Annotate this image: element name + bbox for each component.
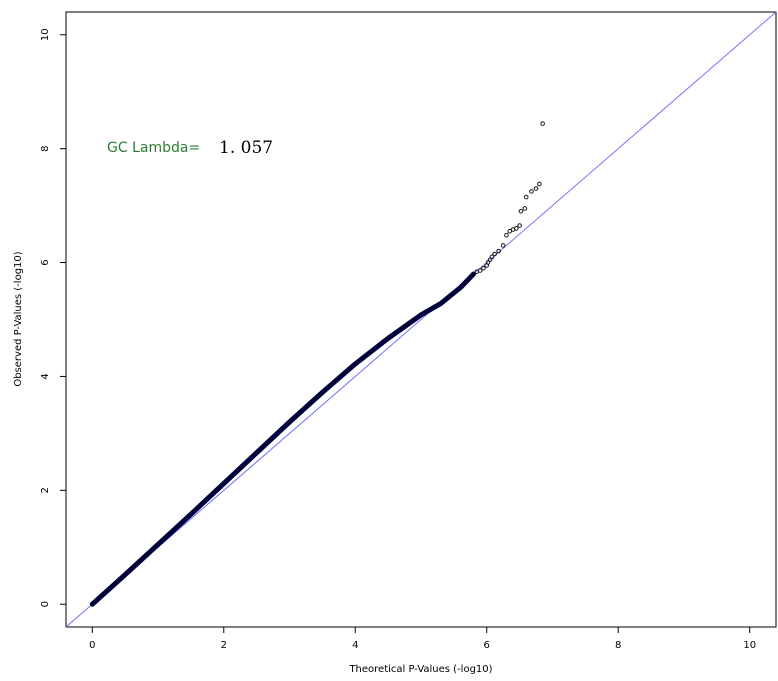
y-tick-label: 8 <box>40 145 51 151</box>
data-point <box>523 194 529 200</box>
data-point <box>496 248 501 254</box>
x-tick-label: 10 <box>743 640 756 651</box>
data-point <box>533 186 539 191</box>
y-tick-label: 6 <box>40 259 51 265</box>
y-tick-label: 0 <box>40 601 51 607</box>
scatter-points <box>474 121 545 274</box>
gc-lambda-label: GC Lambda= <box>107 140 200 156</box>
dense-points-series <box>89 271 477 607</box>
x-tick-label: 8 <box>615 640 621 651</box>
data-point <box>529 189 534 194</box>
data-point <box>481 265 486 271</box>
data-point <box>540 121 545 126</box>
y-tick-label: 4 <box>40 373 51 379</box>
data-point <box>477 268 483 273</box>
x-axis-title: Theoretical P-Values (-log10) <box>348 664 492 675</box>
gc-lambda-value: 1. 057 <box>219 138 273 158</box>
data-point <box>489 254 495 260</box>
reference-line <box>65 11 777 628</box>
x-tick-label: 4 <box>352 640 358 651</box>
y-axis-title: Observed P-Values (-log10) <box>13 251 24 386</box>
data-point <box>500 243 506 248</box>
data-point <box>492 251 497 257</box>
y-tick-label: 2 <box>40 487 51 493</box>
data-point <box>522 206 528 211</box>
data-point <box>504 232 509 238</box>
x-tick-label: 6 <box>484 640 490 651</box>
data-point <box>514 226 519 231</box>
x-axis: 0 2 4 6 8 10 <box>89 626 756 651</box>
data-point <box>518 209 524 214</box>
x-tick-label: 0 <box>89 640 95 651</box>
data-point <box>537 181 542 187</box>
y-axis: 0 2 4 6 8 10 <box>40 28 67 607</box>
y-tick-label: 10 <box>40 28 51 41</box>
data-point <box>517 223 522 228</box>
x-tick-label: 2 <box>221 640 227 651</box>
